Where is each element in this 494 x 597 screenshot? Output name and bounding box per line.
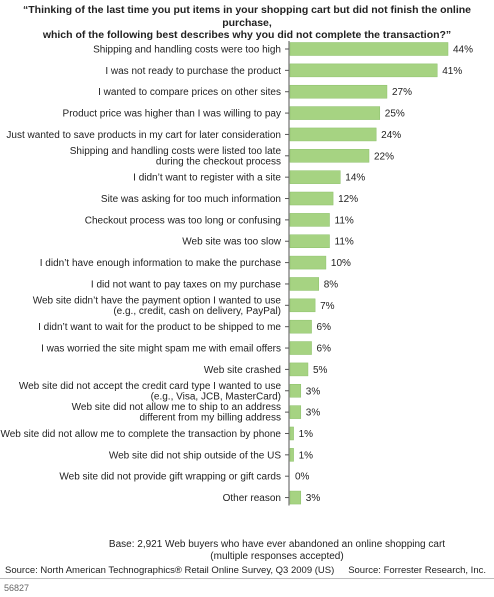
data-label: 10% — [331, 258, 351, 269]
data-label: 12% — [338, 194, 358, 205]
data-label: 11% — [335, 215, 354, 226]
bar — [289, 405, 302, 419]
data-label: 6% — [317, 344, 332, 355]
bar — [289, 170, 341, 184]
category-label: I was worried the site might spam me wit… — [41, 344, 281, 355]
data-label: 3% — [306, 386, 321, 397]
category-label: Site was asking for too much information — [101, 194, 281, 205]
base-note-line-2: (multiple responses accepted) — [210, 550, 344, 562]
data-label: 3% — [306, 493, 321, 504]
data-label: 27% — [392, 87, 412, 98]
base-note: Base: 2,921 Web buyers who have ever aba… — [60, 539, 494, 562]
data-label: 41% — [442, 66, 462, 77]
bar — [289, 426, 294, 441]
category-label: Just wanted to save products in my cart … — [6, 130, 281, 141]
bar — [289, 234, 330, 248]
data-label: 8% — [324, 279, 339, 290]
category-label: Web site did not allow me to complete th… — [0, 429, 281, 440]
bar — [289, 149, 370, 163]
data-label: 14% — [345, 173, 365, 184]
category-label: Web site did not ship outside of the US — [109, 450, 281, 461]
bar — [289, 255, 327, 270]
bar — [289, 362, 309, 377]
data-label: 0% — [295, 472, 310, 483]
bar — [289, 63, 438, 78]
source-note: Source: North American Technographics® R… — [5, 565, 335, 576]
credit-note: Source: Forrester Research, Inc. — [348, 565, 486, 576]
category-label: Web site didn’t have the payment option … — [33, 295, 282, 317]
data-label: 6% — [317, 322, 332, 333]
chart-title-line-1: “Thinking of the last time you put items… — [23, 4, 471, 29]
category-label: Product price was higher than I was will… — [63, 109, 281, 120]
category-label: I didn’t want to wait for the product to… — [38, 322, 281, 333]
category-label: Other reason — [223, 493, 281, 504]
bar — [289, 298, 316, 313]
data-label: 7% — [320, 301, 335, 312]
chart-title-line-2: which of the following best describes wh… — [42, 29, 452, 41]
bar — [289, 191, 334, 206]
chart-title: “Thinking of the last time you put items… — [0, 4, 494, 42]
bar — [289, 490, 302, 505]
category-label: Web site was too slow — [182, 237, 282, 248]
category-label: I wanted to compare prices on other site… — [98, 87, 281, 98]
bar — [289, 106, 381, 120]
data-label: 24% — [381, 130, 401, 141]
category-label: Shipping and handling costs were listed … — [70, 146, 282, 168]
data-label: 1% — [299, 450, 314, 461]
bar — [289, 277, 319, 291]
bar — [289, 319, 312, 334]
category-label: I did not want to pay taxes on my purcha… — [91, 279, 282, 290]
category-label: Shipping and handling costs were too hig… — [93, 45, 281, 56]
data-label: 11% — [335, 237, 354, 248]
category-label: Web site crashed — [204, 365, 281, 376]
bar — [289, 384, 302, 398]
figure-code: 56827 — [4, 583, 30, 593]
category-label: I was not ready to purchase the product — [105, 66, 281, 77]
bar — [289, 341, 312, 355]
category-label: Checkout process was too long or confusi… — [85, 215, 281, 226]
category-label: I didn’t have enough information to make… — [40, 258, 282, 269]
category-label: Web site did not allow me to ship to an … — [72, 402, 281, 424]
bar-chart: 44% Shipping and handling costs were too … — [0, 41, 473, 506]
bar — [289, 84, 388, 99]
bar — [289, 127, 377, 142]
data-label: 22% — [374, 151, 394, 162]
data-label: 1% — [299, 429, 314, 440]
category-label: I didn’t want to register with a site — [133, 173, 281, 184]
data-label: 5% — [313, 365, 328, 376]
data-label: 3% — [306, 408, 321, 419]
base-note-line-1: Base: 2,921 Web buyers who have ever aba… — [108, 539, 446, 550]
category-label: Web site did not provide gift wrapping o… — [59, 472, 281, 483]
bar — [289, 213, 330, 227]
bar — [289, 42, 449, 56]
data-label: 44% — [453, 45, 473, 56]
category-label: Web site did not accept the credit card … — [19, 381, 282, 403]
bar — [289, 448, 294, 462]
data-label: 25% — [385, 109, 405, 120]
footer-divider — [0, 578, 494, 579]
